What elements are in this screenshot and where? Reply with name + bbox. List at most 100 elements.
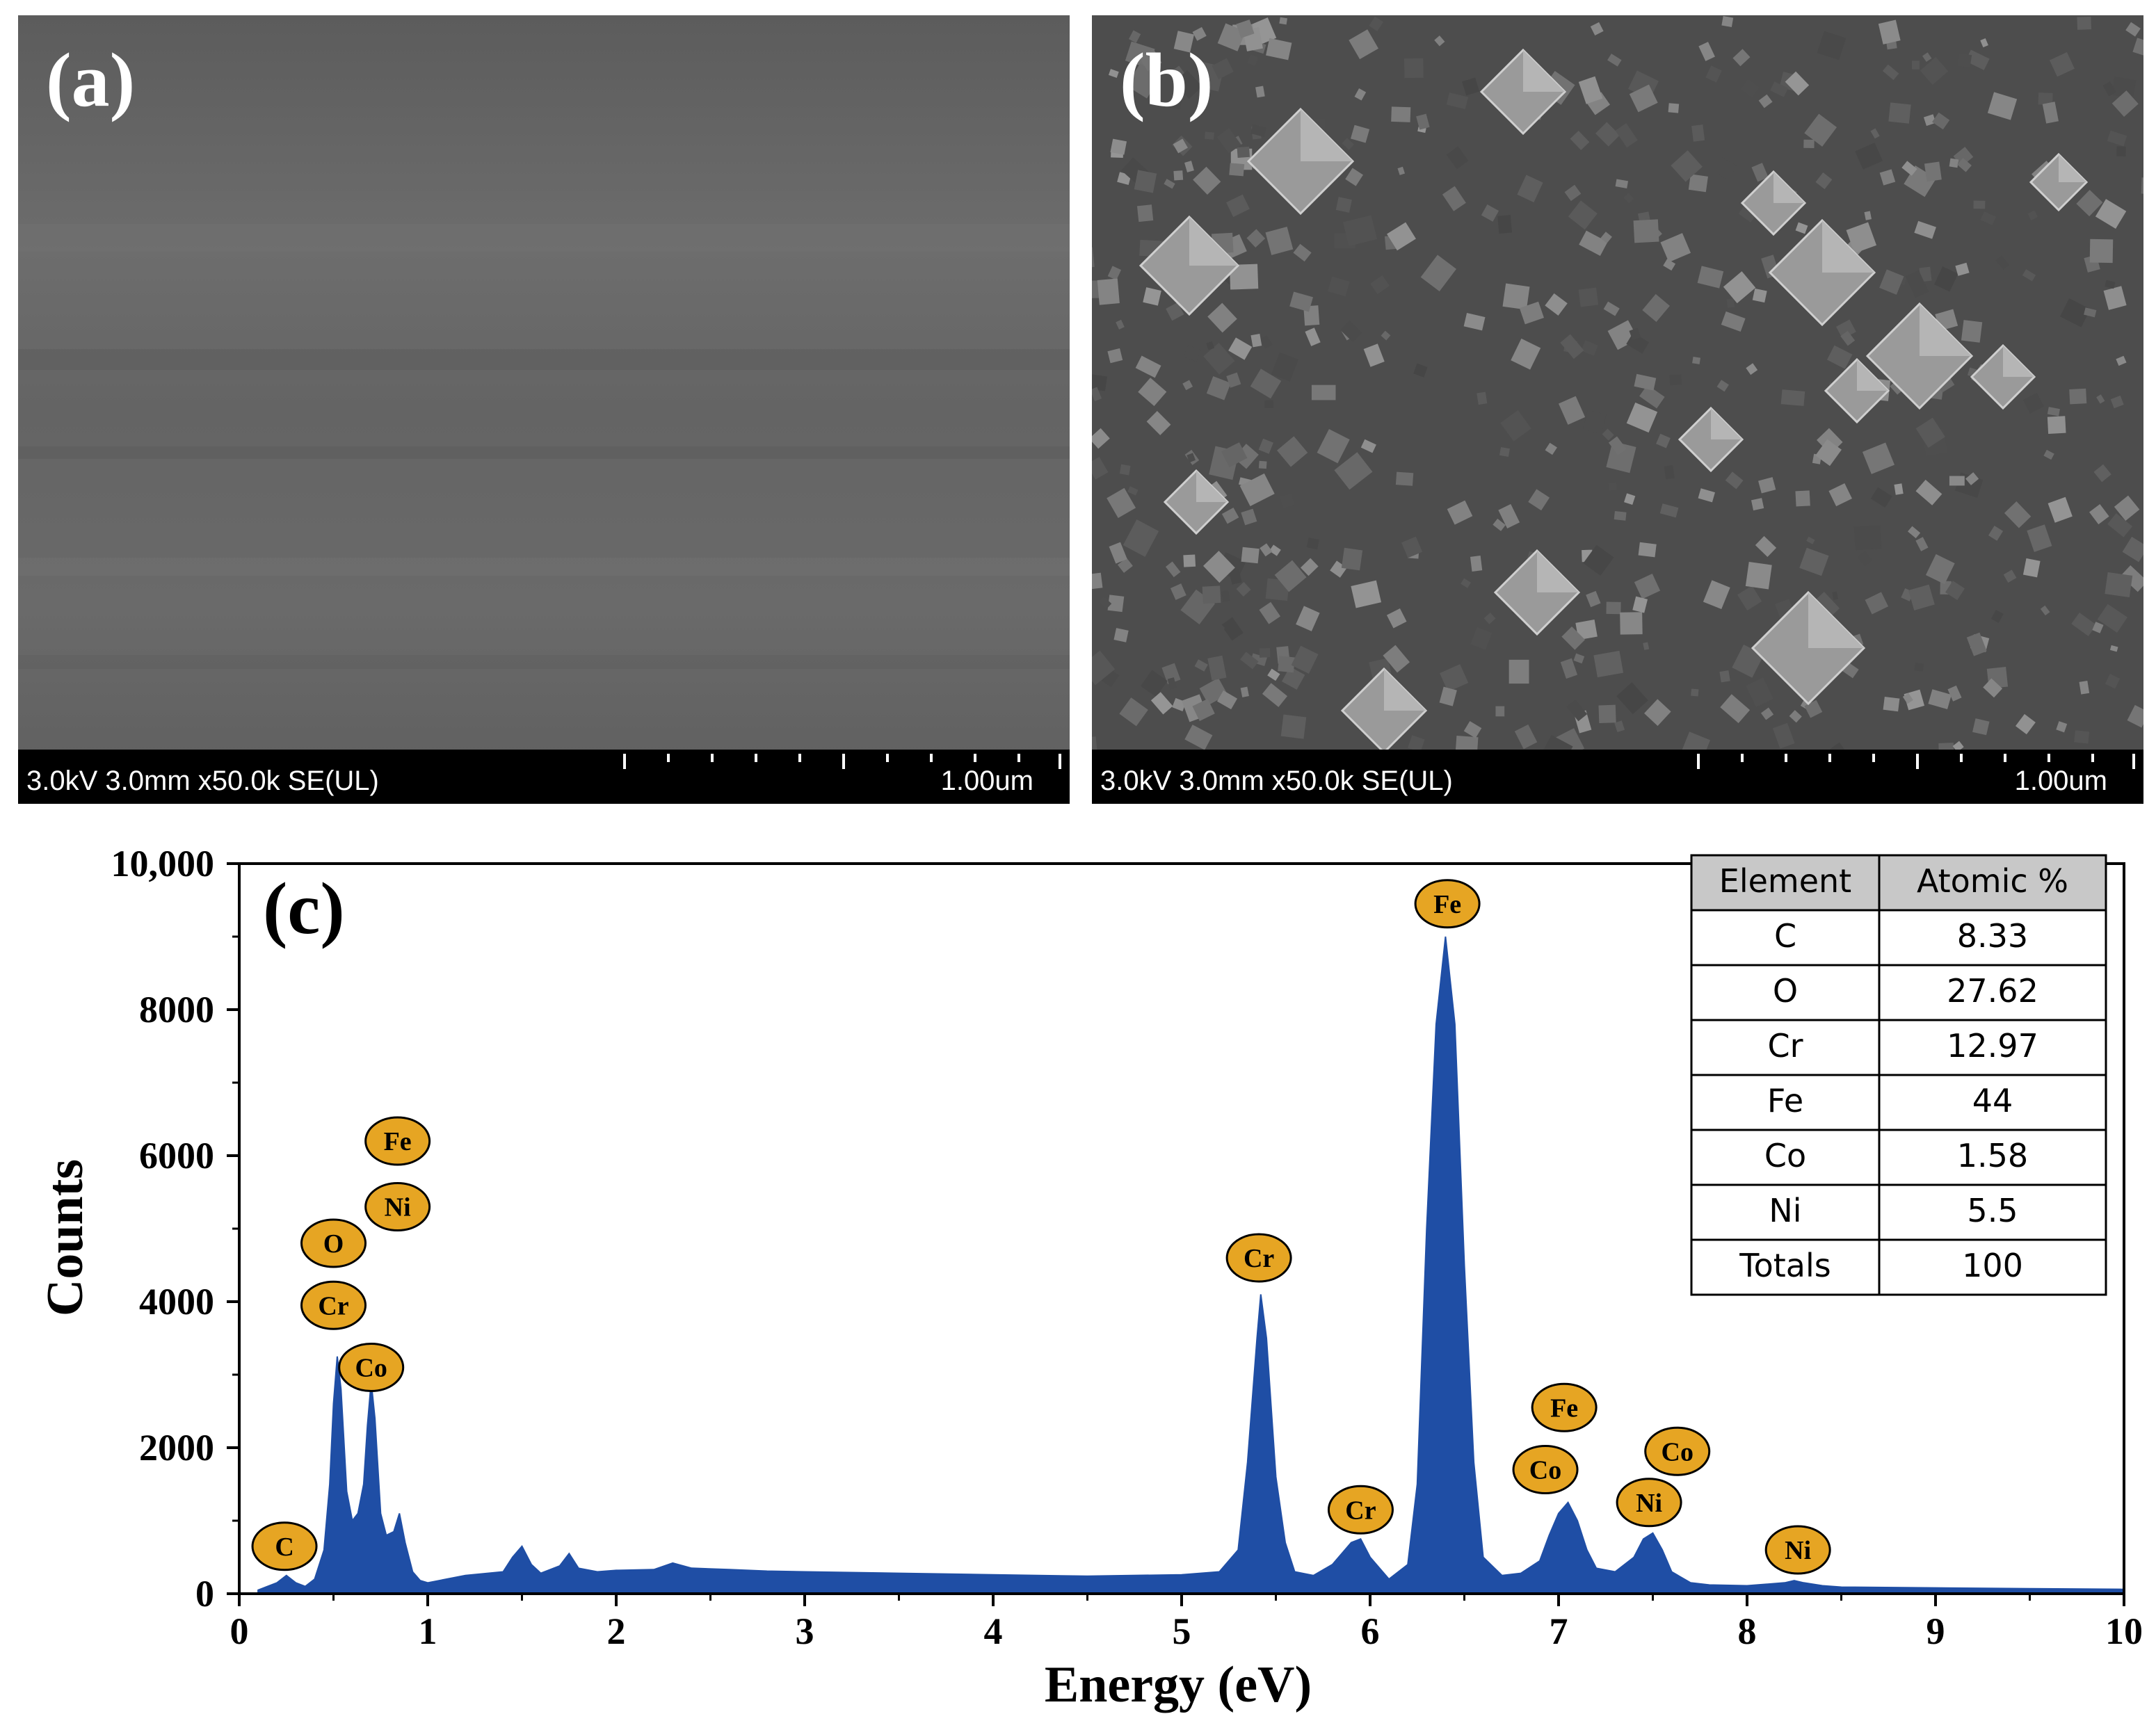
- crystal-facet: [1301, 109, 1353, 161]
- peak-label-badge: [251, 1521, 318, 1571]
- panel-label-c: (c): [263, 868, 345, 949]
- peak-label: Cr: [1327, 1485, 1394, 1535]
- peak-label: Ni: [364, 1182, 431, 1231]
- peak-label-badge: [1644, 1426, 1711, 1476]
- peak-label: Fe: [364, 1116, 431, 1166]
- table-cell: [1878, 1129, 2107, 1186]
- plot-area: 0 1 2 3 4 5 6 7 8 9 100200040006000800010,000COCrF…: [111, 843, 2143, 1652]
- peak-label: Ni: [1616, 1478, 1682, 1528]
- x-tick-label: 4: [984, 1610, 1003, 1652]
- peak-label-text: Co: [1662, 1437, 1694, 1466]
- peak-label-badge: [338, 1343, 405, 1392]
- table-element: Cr: [1767, 1027, 1803, 1065]
- peak-label-badge: [364, 1116, 431, 1166]
- crystal-facet: [2059, 154, 2086, 182]
- crystal-facet: [1711, 408, 1742, 439]
- eds-spectrum-chart: 0 1 2 3 4 5 6 7 8 9 100200040006000800010,000COCrF…: [37, 843, 2143, 1713]
- peak-label: O: [300, 1218, 367, 1268]
- table-element: Totals: [1739, 1247, 1831, 1284]
- table-element: O: [1773, 972, 1798, 1010]
- table-cell: [1878, 1019, 2107, 1076]
- crystal-facet: [1920, 304, 1972, 356]
- table-cell: [1690, 1238, 1881, 1296]
- sem-surface-crystals: [1092, 15, 2143, 804]
- crystal-facet: [1808, 592, 1864, 648]
- scale-bar-ticks: [1697, 754, 2135, 769]
- table-value: 27.62: [1947, 972, 2038, 1010]
- table-element: C: [1774, 917, 1796, 955]
- table-cell: [1878, 964, 2107, 1021]
- table-cell: [1690, 1183, 1881, 1241]
- table-value: 1.58: [1957, 1137, 2028, 1174]
- crystal-facet: [1523, 50, 1565, 92]
- sem-info-bar: 3.0kV 3.0mm x50.0k SE(UL) 1.00um: [1092, 750, 2143, 804]
- y-tick-label: 10,000: [111, 843, 215, 884]
- peak-label-badge: [1327, 1485, 1394, 1535]
- x-axis-label: Energy (eV): [1045, 1656, 1312, 1713]
- peak-label-text: Fe: [384, 1127, 412, 1156]
- peak-label-badge: [1512, 1445, 1579, 1494]
- peak-label: Fe: [1531, 1382, 1598, 1432]
- table-cell: [1878, 1183, 2107, 1241]
- x-tick-label: 1: [419, 1610, 437, 1652]
- table-cell: [1690, 964, 1881, 1021]
- peak-label-badge: [1531, 1382, 1598, 1432]
- peak-label-text: O: [323, 1229, 344, 1259]
- table-cell: [1878, 1238, 2107, 1296]
- scale-bar-ticks: [623, 754, 1061, 769]
- sem-image-a: (a) 3.0kV 3.0mm x50.0k SE(UL) 1.00um: [18, 15, 1070, 804]
- x-tick-label: 7: [1550, 1610, 1568, 1652]
- peak-label-text: Fe: [1550, 1393, 1578, 1423]
- table-value: 44: [1972, 1082, 2013, 1119]
- sem-info-bar: 3.0kV 3.0mm x50.0k SE(UL) 1.00um: [18, 750, 1070, 804]
- peak-label-text: Co: [1529, 1456, 1561, 1485]
- table-cell: [1878, 854, 2107, 912]
- table-header: Atomic %: [1917, 862, 2068, 900]
- table-value: 5.5: [1967, 1192, 2018, 1229]
- x-tick-label: 2: [607, 1610, 626, 1652]
- table-header: Element: [1719, 862, 1851, 900]
- sem-acquisition-info: 3.0kV 3.0mm x50.0k SE(UL): [1100, 766, 1453, 796]
- crystal-facet: [1857, 359, 1888, 391]
- peak-label: Co: [1644, 1426, 1711, 1476]
- composition-table: Element Atomic % C 8.33 O 27.62 Cr 12.97 Fe 44 Co 1…: [1690, 854, 2107, 1296]
- table-element: Co: [1764, 1137, 1806, 1174]
- table-value: 12.97: [1947, 1027, 2038, 1065]
- peak-label: Fe: [1414, 879, 1481, 929]
- peak-label: Ni: [1764, 1525, 1831, 1575]
- x-tick-label: 0: [230, 1610, 249, 1652]
- peak-label: Cr: [300, 1280, 367, 1330]
- crystal-facet: [1384, 669, 1426, 711]
- peak-label-text: Cr: [1244, 1244, 1274, 1273]
- y-tick-label: 8000: [139, 989, 214, 1030]
- y-tick-label: 4000: [139, 1281, 214, 1323]
- crystal-facet: [1822, 220, 1874, 273]
- sem-surface-smooth: [18, 15, 1070, 804]
- peak-label-badge: [1414, 879, 1481, 929]
- y-axis-label: Counts: [37, 1159, 94, 1316]
- peak-label-text: Cr: [318, 1291, 348, 1320]
- peak-label-text: C: [275, 1533, 293, 1562]
- x-tick-label: 9: [1926, 1610, 1945, 1652]
- x-tick-label: 5: [1173, 1610, 1191, 1652]
- peak-label-text: Ni: [1785, 1536, 1811, 1565]
- x-tick-label: 6: [1361, 1610, 1380, 1652]
- y-tick-label: 0: [195, 1573, 214, 1615]
- peak-label-text: Co: [355, 1354, 387, 1383]
- crystal-facet: [1196, 471, 1228, 502]
- sem-scale-label: 1.00um: [2014, 766, 2107, 796]
- y-tick-label: 6000: [139, 1135, 214, 1177]
- sem-acquisition-info: 3.0kV 3.0mm x50.0k SE(UL): [26, 766, 379, 796]
- peak-label-badge: [1616, 1478, 1682, 1528]
- table-cell: [1690, 1019, 1881, 1076]
- peak-label-badge: [300, 1280, 367, 1330]
- peak-label-text: Cr: [1345, 1496, 1376, 1525]
- crystal-facet: [2003, 346, 2034, 377]
- panel-label-a: (a): [46, 38, 136, 122]
- crystal-facet: [1189, 217, 1238, 266]
- sem-image-b: (b) 3.0kV 3.0mm x50.0k SE(UL) 1.00um: [1092, 15, 2143, 804]
- table-value: 8.33: [1957, 917, 2028, 955]
- spectrum-area: [257, 936, 2125, 1594]
- panel-label-b: (b): [1120, 38, 1214, 122]
- crystal-facet: [1773, 172, 1805, 203]
